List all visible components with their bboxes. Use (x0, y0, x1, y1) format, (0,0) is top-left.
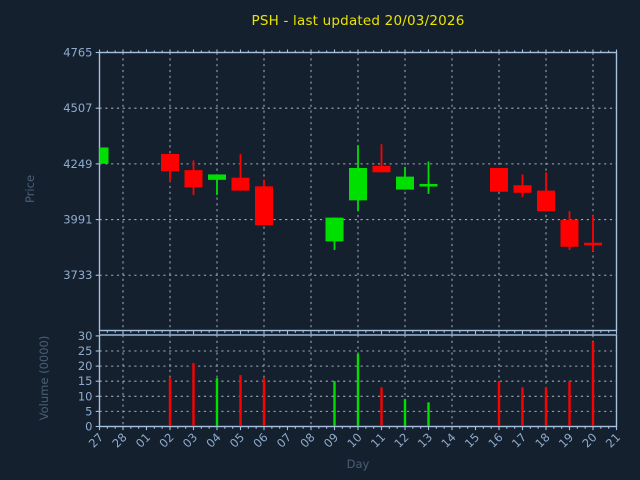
volume-tick-label: 0 (85, 420, 92, 434)
day-tick-label: 10 (344, 430, 364, 450)
candle-06 (255, 179, 273, 226)
day-axis-label: Day (346, 457, 370, 471)
price-tick-label: 4507 (63, 101, 92, 115)
day-tick-label: 17 (509, 430, 529, 450)
candle-11 (372, 144, 391, 173)
candle-body (349, 167, 367, 201)
day-tick-label: 06 (250, 430, 270, 450)
price-tick-label: 4765 (63, 46, 92, 60)
horizontal-gridlines (99, 107, 617, 412)
candle-body (513, 185, 532, 193)
day-tick-label: 01 (133, 430, 153, 450)
candle-body (584, 242, 602, 246)
candle-12 (396, 166, 414, 190)
candles (99, 144, 602, 252)
day-tick-label: 11 (368, 430, 388, 450)
candle-05 (231, 153, 250, 191)
candle-17 (513, 174, 532, 198)
candle-body (560, 219, 579, 247)
candle-19 (560, 211, 579, 250)
candle-body (161, 153, 179, 172)
candle-body (231, 177, 250, 191)
candle-16 (490, 167, 508, 192)
price-tick-label: 3991 (63, 213, 92, 227)
candle-body (184, 170, 203, 188)
volume-tick-label: 15 (78, 374, 93, 388)
day-tick-label: 15 (462, 430, 482, 450)
candle-10 (349, 145, 367, 212)
candle-09 (325, 217, 344, 250)
volume-tick-label: 25 (78, 344, 93, 358)
candle-body (325, 217, 344, 242)
volume-bars (168, 341, 595, 426)
price-tick-label: 4249 (63, 157, 92, 171)
day-tick-label: 03 (180, 430, 200, 450)
candle-body (419, 183, 438, 187)
day-tick-label: 07 (274, 430, 294, 450)
price-tick-label: 3733 (63, 268, 92, 282)
day-tick-label: 14 (438, 430, 458, 450)
candle-body (255, 186, 273, 226)
volume-tick-label: 30 (78, 329, 93, 343)
day-tick-label: 16 (485, 430, 505, 450)
day-tick-label: 19 (556, 430, 576, 450)
day-tick-label: 09 (321, 430, 341, 450)
candle-body (396, 176, 414, 190)
volume-tick-label: 10 (78, 389, 93, 403)
tick-marks (95, 49, 618, 431)
candle-20 (584, 215, 602, 252)
day-tick-label: 20 (579, 430, 599, 450)
candle-body (99, 147, 109, 164)
day-tick-label: 05 (227, 430, 247, 450)
volume-tick-label: 5 (85, 404, 92, 418)
day-tick-label: 08 (297, 430, 317, 450)
candle-27 (99, 147, 109, 164)
day-tick-label: 21 (603, 430, 623, 450)
chart-title: PSH - last updated 20/03/2026 (251, 13, 465, 29)
candle-04 (208, 174, 226, 195)
candle-13 (419, 161, 438, 194)
volume-tick-label: 20 (78, 359, 93, 373)
day-tick-label: 04 (203, 430, 223, 450)
candle-18 (537, 172, 555, 212)
candle-body (372, 165, 391, 173)
day-tick-label: 28 (109, 430, 129, 450)
day-tick-label: 13 (415, 430, 435, 450)
candle-body (490, 167, 508, 192)
day-tick-label: 18 (532, 430, 552, 450)
candle-03 (184, 160, 203, 195)
day-tick-label: 02 (156, 430, 176, 450)
candle-body (208, 174, 226, 180)
day-tick-label: 12 (391, 430, 411, 450)
candle-body (537, 190, 555, 212)
candle-02 (161, 153, 179, 183)
